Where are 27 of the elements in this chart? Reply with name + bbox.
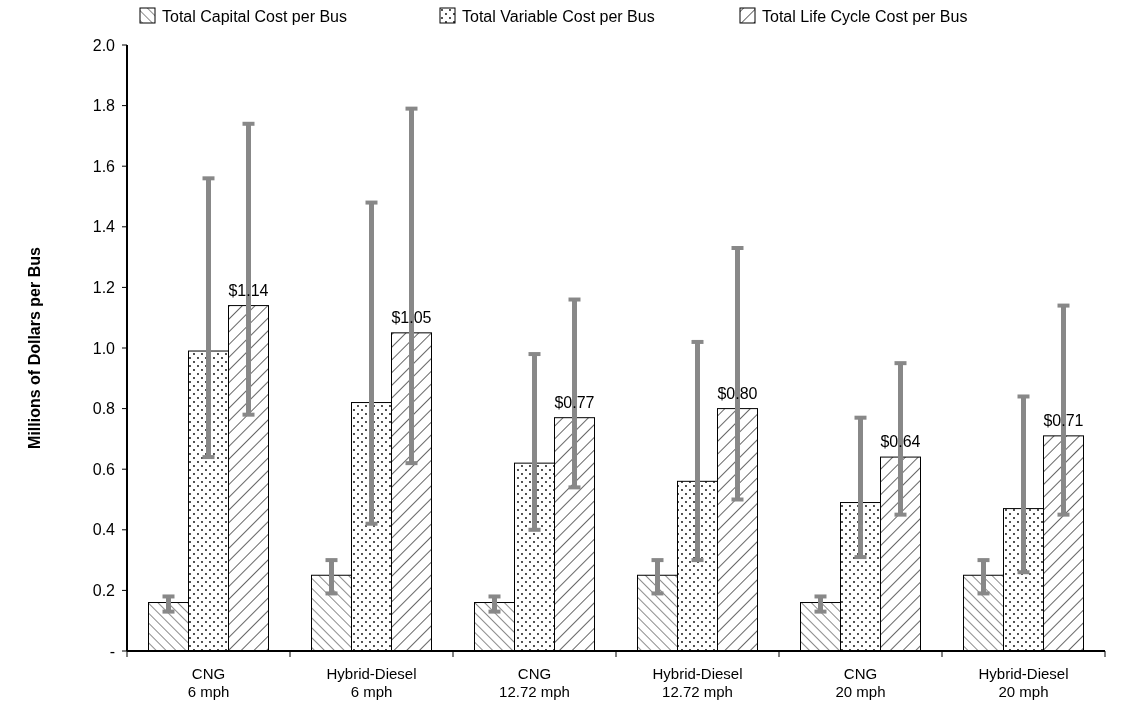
data-label: $0.77 [554, 393, 595, 411]
y-tick-label: 0.2 [92, 582, 116, 599]
x-tick-label: CNG 12.72 mph [499, 665, 570, 700]
x-tick-label: Hybrid-Diesel 20 mph [978, 665, 1069, 700]
y-tick-label: 1.0 [92, 339, 116, 357]
legend-label: Total Variable Cost per Bus [462, 8, 655, 25]
y-tick-label: - [109, 642, 115, 660]
y-tick-label: 2.0 [92, 36, 116, 54]
y-tick-label: 1.8 [92, 97, 116, 115]
y-tick-label: 1.6 [92, 157, 116, 175]
x-tick-label: CNG 20 mph [835, 665, 886, 700]
data-label: $1.05 [391, 308, 432, 326]
y-tick-label: 0.8 [92, 400, 116, 418]
data-label: $1.14 [228, 281, 269, 299]
data-label: $0.80 [717, 384, 758, 402]
y-axis-title: Millions of Dollars per Bus [26, 247, 43, 449]
legend-label: Total Life Cycle Cost per Bus [762, 8, 968, 25]
x-tick-label: Hybrid-Diesel 12.72 mph [652, 665, 743, 700]
y-tick-label: 1.2 [92, 279, 116, 296]
x-tick-label: Hybrid-Diesel 6 mph [326, 665, 417, 700]
legend-label: Total Capital Cost per Bus [162, 8, 347, 25]
data-label: $0.71 [1043, 411, 1084, 429]
y-tick-label: 0.4 [92, 521, 116, 539]
y-tick-label: 1.4 [92, 218, 116, 236]
data-label: $0.64 [880, 433, 921, 451]
x-tick-label: CNG 6 mph [187, 665, 230, 700]
y-tick-label: 0.6 [92, 460, 116, 478]
